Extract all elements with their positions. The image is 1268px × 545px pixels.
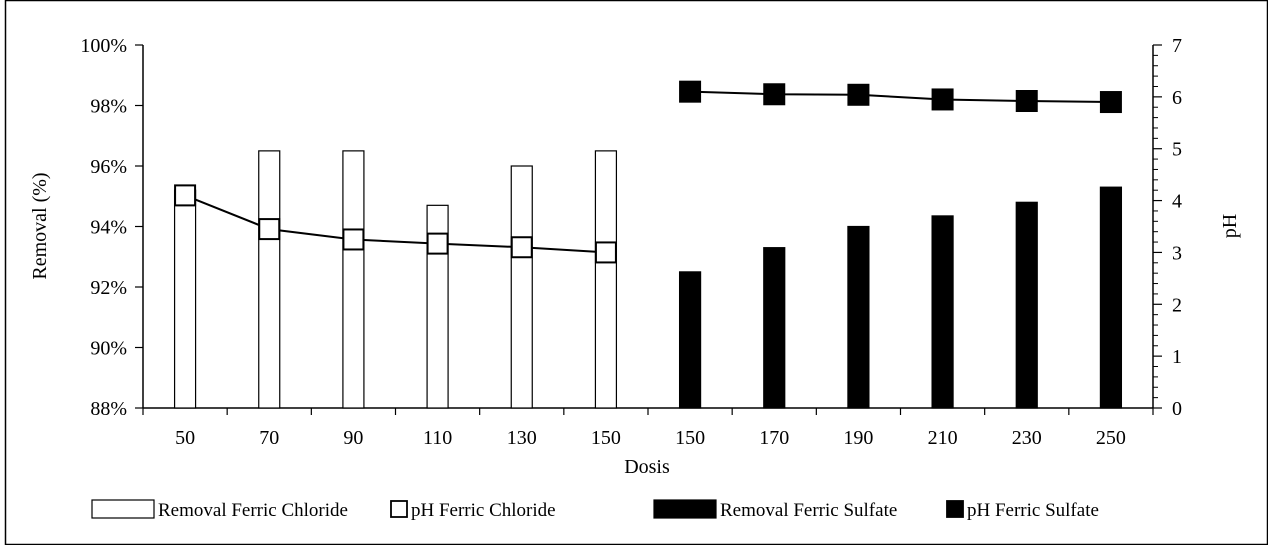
x-tick-label: 150: [675, 427, 705, 449]
x-tick-label: 170: [759, 427, 789, 449]
bar: [258, 150, 281, 409]
y2-tick-label: 6: [1172, 87, 1182, 109]
data-point: [1099, 91, 1122, 114]
x-tick-label: 50: [175, 427, 195, 449]
x-tick-label: 90: [343, 427, 363, 449]
bar: [173, 189, 197, 409]
y-tick-label: 96%: [90, 156, 127, 178]
data-point: [174, 184, 197, 207]
y-tick-label: 94%: [90, 217, 127, 239]
y-axis-label: Removal (%): [29, 172, 51, 279]
y2-axis-label: pH: [1219, 214, 1241, 238]
y2-tick-label: 3: [1172, 242, 1182, 264]
data-point: [426, 232, 449, 255]
x-tick-label: 210: [928, 427, 958, 449]
legend-label: pH Ferric Chloride: [411, 500, 556, 521]
y-tick-label: 88%: [90, 398, 127, 420]
y2-tick-label: 0: [1172, 398, 1182, 420]
y-tick-label: 98%: [90, 96, 127, 118]
bar: [763, 247, 786, 409]
y-tick-label: 100%: [80, 35, 127, 57]
legend-label: Removal Ferric Chloride: [158, 500, 348, 521]
bar: [931, 215, 954, 409]
plot-area: 88% 90% 92% 94% 96% 98% 100% 0 1 2 3 4 5 6 7 50 70 90 110 1…: [80, 35, 1182, 449]
chart-frame: [4, 0, 1268, 545]
data-point: [258, 218, 281, 241]
x-tick-label: 130: [507, 427, 537, 449]
bar: [510, 165, 533, 409]
y2-tick-label: 1: [1172, 346, 1182, 368]
y2-tick-label: 2: [1172, 294, 1182, 316]
bar: [1015, 201, 1038, 409]
y-tick-label: 92%: [90, 277, 127, 299]
y2-tick-label: 5: [1172, 139, 1182, 161]
legend-label: Removal Ferric Sulfate: [720, 500, 897, 521]
x-tick-label: 110: [423, 427, 452, 449]
legend-marker: [390, 500, 408, 518]
x-tick-label: 70: [259, 427, 279, 449]
bar: [678, 271, 702, 409]
bar: [594, 150, 618, 409]
series-line: [184, 194, 606, 254]
y2-tick-label: 4: [1172, 191, 1182, 213]
data-point: [763, 83, 786, 106]
y2-tick-label: 7: [1172, 35, 1182, 57]
bar: [847, 225, 870, 409]
legend-marker: [946, 500, 964, 518]
bar: [342, 150, 365, 409]
legend: Removal Ferric Chloride pH Ferric Chlorid…: [91, 499, 1099, 521]
data-point: [594, 241, 617, 264]
x-tick-label: 250: [1096, 427, 1126, 449]
legend-swatch: [653, 499, 717, 519]
data-point: [931, 88, 954, 111]
data-point: [679, 80, 702, 103]
bar: [1099, 186, 1123, 409]
y-tick-label: 90%: [90, 338, 127, 360]
data-point: [847, 83, 870, 106]
x-tick-label: 230: [1012, 427, 1042, 449]
x-tick-label: 150: [591, 427, 621, 449]
bar: [426, 204, 449, 409]
data-point: [1015, 90, 1038, 113]
data-point: [342, 228, 365, 251]
data-point: [510, 236, 533, 259]
legend-label: pH Ferric Sulfate: [967, 500, 1099, 521]
x-tick-label: 190: [843, 427, 873, 449]
series-line: [690, 90, 1111, 104]
x-axis-label: Dosis: [624, 456, 670, 478]
legend-swatch: [91, 499, 155, 519]
